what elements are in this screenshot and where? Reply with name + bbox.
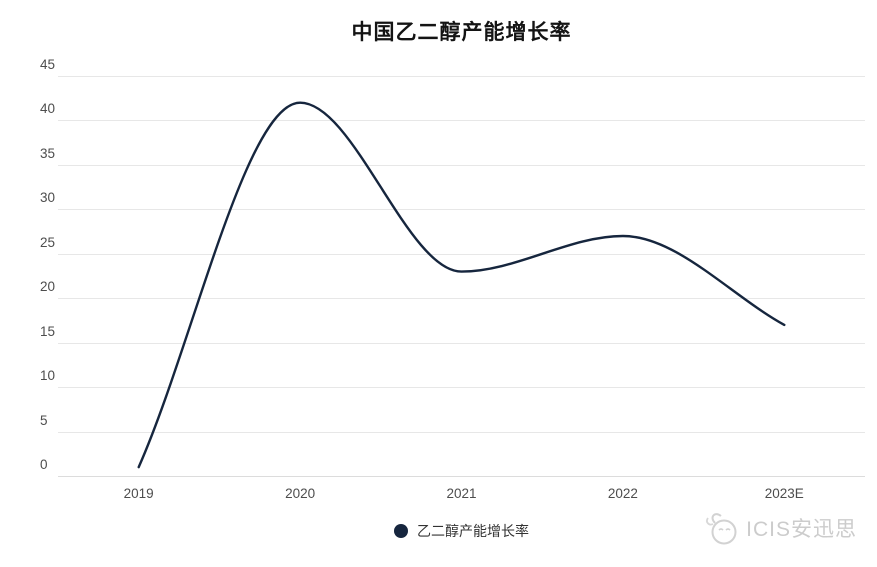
y-axis-tick-label: 35	[40, 145, 56, 161]
y-axis-tick-label: 45	[40, 57, 56, 72]
y-axis-tick-label: 0	[40, 457, 48, 472]
legend: 乙二醇产能增长率	[58, 521, 865, 541]
gridline	[58, 120, 865, 122]
watermark: ICIS安迅思	[703, 509, 857, 547]
gridline	[58, 298, 865, 300]
x-axis-tick-label: 2022	[607, 486, 638, 501]
gridline	[58, 387, 865, 389]
x-axis-tick-label: 2020	[285, 486, 316, 501]
y-axis-tick-label: 10	[40, 368, 56, 384]
y-axis-tick-label: 15	[40, 323, 56, 339]
icis-logo-icon	[706, 513, 737, 545]
y-axis-tick-label: 5	[40, 412, 48, 428]
gridline	[58, 342, 865, 344]
series-path	[137, 101, 786, 469]
gridline	[58, 76, 865, 77]
y-axis-tick-label: 30	[40, 190, 56, 206]
gridline	[58, 476, 865, 477]
gridline	[58, 164, 865, 166]
gridline	[58, 253, 865, 255]
y-axis-tick-label: 40	[40, 101, 56, 117]
x-axis-tick-label: 2023E	[764, 486, 804, 501]
x-axis-tick-label: 2021	[446, 486, 477, 501]
y-axis-tick-label: 25	[40, 234, 56, 250]
y-axis-tick-label: 20	[40, 279, 56, 295]
gridline	[58, 431, 865, 433]
gridline	[58, 209, 865, 211]
x-axis-tick-label: 2019	[123, 486, 154, 501]
legend-label: 乙二醇产能增长率	[417, 523, 529, 539]
watermark-text: ICIS安迅思	[746, 518, 857, 541]
chart-title: 中国乙二醇产能增长率	[351, 21, 572, 44]
legend-marker-icon	[394, 524, 408, 538]
